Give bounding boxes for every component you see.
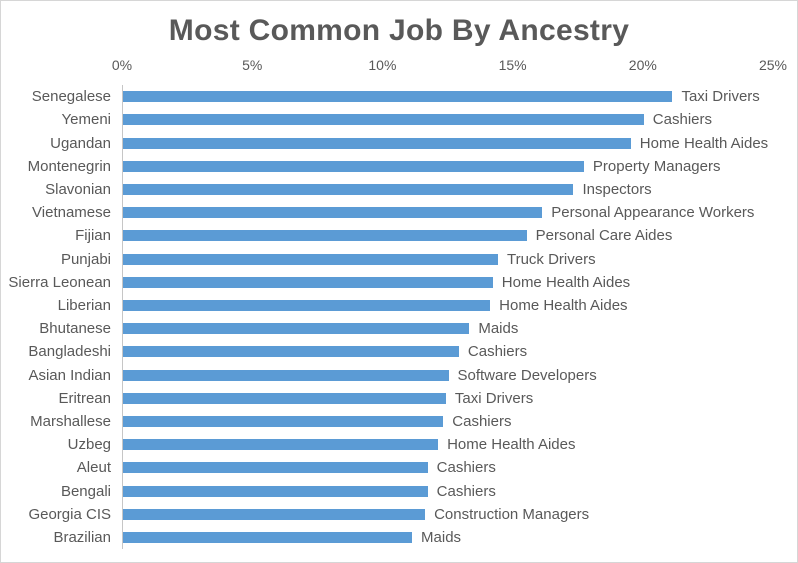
job-label: Maids <box>421 528 462 546</box>
category-label: Fijian <box>75 227 111 245</box>
category-label: Asian Indian <box>28 366 111 384</box>
bar-row: Home Health Aides <box>123 271 774 294</box>
job-label: Home Health Aides <box>501 273 631 291</box>
category-label: Yemeni <box>61 111 111 129</box>
job-label: Cashiers <box>652 111 712 129</box>
category-label: Brazilian <box>53 528 111 546</box>
bar-row: Truck Drivers <box>123 247 774 270</box>
category-label: Slavonian <box>45 180 111 198</box>
bar-row: Taxi Drivers <box>123 387 774 410</box>
job-label: Taxi Drivers <box>454 389 534 407</box>
bar <box>123 91 673 103</box>
job-label: Maids <box>478 320 519 338</box>
x-axis-tick-label: 15% <box>498 57 527 73</box>
category-label: Uzbeg <box>67 436 111 454</box>
x-axis-tick-label: 0% <box>111 57 133 73</box>
bar-row: Personal Care Aides <box>123 224 774 247</box>
category-label: Georgia CIS <box>28 505 111 523</box>
category-label: Punjabi <box>60 250 111 268</box>
bar-row: Home Health Aides <box>123 294 774 317</box>
bar <box>123 415 444 427</box>
job-label: Software Developers <box>457 366 597 384</box>
bar-row: Home Health Aides <box>123 433 774 456</box>
category-label: Montenegrin <box>27 157 111 175</box>
job-label: Personal Appearance Workers <box>551 204 755 222</box>
x-axis-tick-label: 10% <box>368 57 397 73</box>
category-label: Eritrean <box>58 389 111 407</box>
bar-row: Software Developers <box>123 363 774 386</box>
bar-row: Cashiers <box>123 410 774 433</box>
job-label: Property Managers <box>592 157 721 175</box>
x-axis: 0% 5% 10% 15% 20% 25% <box>112 57 787 75</box>
bar <box>123 253 498 265</box>
category-label: Liberian <box>57 296 111 314</box>
bar <box>123 183 574 195</box>
bar <box>123 230 527 242</box>
job-label: Home Health Aides <box>499 296 628 314</box>
bar <box>123 531 413 543</box>
bar <box>123 299 491 311</box>
bar-row: Construction Managers <box>123 503 774 526</box>
bar <box>123 323 470 335</box>
bar <box>123 392 446 404</box>
job-label: Personal Care Aides <box>535 227 673 245</box>
category-label: Bangladeshi <box>28 343 111 361</box>
bar <box>123 369 449 381</box>
category-label: Marshallese <box>30 412 111 430</box>
bar <box>123 485 428 497</box>
job-label: Cashiers <box>436 482 496 500</box>
category-axis: Senegalese Yemeni Ugandan Montenegrin Slavon… <box>1 85 111 549</box>
job-label: Cashiers <box>436 459 496 477</box>
bar <box>123 462 428 474</box>
plot-area: Taxi Drivers Cashiers Home Health Aides Pro… <box>122 85 774 549</box>
category-label: Aleut <box>76 459 111 477</box>
x-axis-tick-label: 25% <box>758 57 788 73</box>
bar <box>123 137 631 149</box>
category-label: Bengali <box>60 482 111 500</box>
bar <box>123 207 543 219</box>
job-label: Cashiers <box>452 412 512 430</box>
job-label: Construction Managers <box>434 505 590 523</box>
job-label: Taxi Drivers <box>681 88 760 106</box>
category-label: Bhutanese <box>39 320 111 338</box>
x-axis-tick-label: 20% <box>628 57 657 73</box>
bar-row: Home Health Aides <box>123 131 774 154</box>
bar <box>123 276 493 288</box>
category-label: Senegalese <box>31 88 111 106</box>
bar <box>123 346 459 358</box>
bar-row: Taxi Drivers <box>123 85 774 108</box>
bar-row: Cashiers <box>123 340 774 363</box>
job-label: Inspectors <box>582 180 652 198</box>
bar-row: Cashiers <box>123 108 774 131</box>
category-label: Sierra Leonean <box>8 273 111 291</box>
bar <box>123 160 584 172</box>
category-label: Vietnamese <box>32 204 111 222</box>
bar <box>123 114 644 126</box>
bar <box>123 439 439 451</box>
chart-title: Most Common Job By Ancestry <box>168 14 630 47</box>
x-axis-tick-label: 5% <box>242 57 263 73</box>
job-label: Truck Drivers <box>506 250 596 268</box>
job-label: Home Health Aides <box>447 436 576 454</box>
bar-row: Inspectors <box>123 178 774 201</box>
bar-row: Property Managers <box>123 155 774 178</box>
bar-row: Maids <box>123 317 774 340</box>
category-label: Ugandan <box>50 134 111 152</box>
bar-row: Cashiers <box>123 479 774 502</box>
bar-row: Cashiers <box>123 456 774 479</box>
job-label: Home Health Aides <box>639 134 769 152</box>
job-label: Cashiers <box>467 343 528 361</box>
bar <box>123 508 426 520</box>
bar-row: Personal Appearance Workers <box>123 201 774 224</box>
bar-row: Maids <box>123 526 774 549</box>
